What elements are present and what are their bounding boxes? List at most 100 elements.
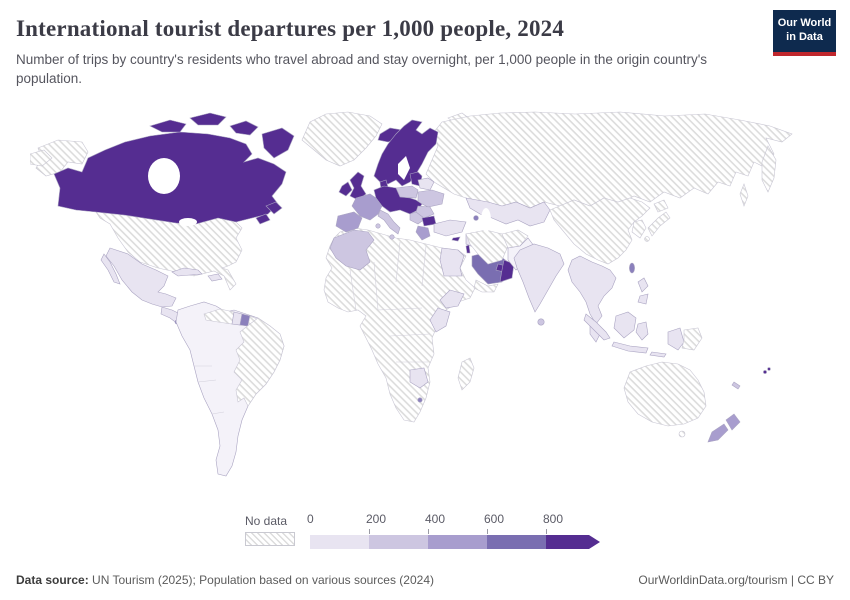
- region-sakhalin[interactable]: [739, 183, 749, 207]
- region-scandinavia[interactable]: [373, 119, 439, 187]
- country-israel[interactable]: [465, 244, 471, 254]
- region-korea[interactable]: [631, 219, 647, 239]
- country-egypt[interactable]: [439, 247, 465, 277]
- region-kenya-tanzania[interactable]: [429, 307, 451, 333]
- page-subtitle: Number of trips by country's residents w…: [16, 52, 708, 86]
- country-newfoundland[interactable]: [265, 201, 283, 215]
- legend-segment-0[interactable]: [310, 535, 369, 549]
- legend-tick-label-200: 200: [366, 512, 387, 526]
- legend-no-data-label: No data: [245, 514, 288, 528]
- legend-segment-1[interactable]: [369, 535, 428, 549]
- country-canada-island[interactable]: [229, 120, 259, 136]
- country-indonesia-sumatra[interactable]: [583, 313, 611, 341]
- country-cuba[interactable]: [171, 267, 203, 277]
- country-japan-kyushu[interactable]: [644, 236, 650, 242]
- legend-segment-2[interactable]: [428, 535, 487, 549]
- country-new-caledonia[interactable]: [731, 381, 741, 390]
- country-fiji[interactable]: [767, 367, 771, 371]
- legend-tick-mark: [487, 529, 488, 534]
- country-new-zealand-south[interactable]: [707, 423, 729, 443]
- owid-logo-line2: in Data: [786, 31, 823, 43]
- country-canada-island[interactable]: [149, 119, 187, 133]
- country-indonesia-borneo[interactable]: [613, 311, 637, 339]
- region-se-asia[interactable]: [567, 255, 617, 325]
- owid-logo-line1: Our World: [777, 17, 832, 30]
- legend-no-data[interactable]: No data: [245, 514, 295, 546]
- world-map-svg: [29, 111, 793, 477]
- footer-source: Data source: UN Tourism (2025); Populati…: [16, 573, 434, 587]
- legend-tick-label-600: 600: [484, 512, 505, 526]
- country-greenland[interactable]: [301, 111, 383, 167]
- great-lakes: [179, 218, 197, 226]
- country-japan-honshu[interactable]: [647, 211, 671, 237]
- region-iberia[interactable]: [335, 211, 363, 233]
- country-iran[interactable]: [465, 229, 509, 265]
- country-cyprus[interactable]: [451, 236, 461, 242]
- caspian-sea: [481, 208, 491, 232]
- country-canada-island[interactable]: [261, 127, 295, 159]
- world-choropleth-map: [29, 110, 820, 500]
- country-sri-lanka[interactable]: [537, 318, 545, 326]
- country-mexico[interactable]: [105, 247, 177, 308]
- region-lesser-sunda[interactable]: [649, 351, 667, 358]
- country-chukotka[interactable]: [29, 149, 53, 167]
- country-mexico-baja[interactable]: [100, 253, 121, 285]
- country-italy[interactable]: [377, 209, 401, 235]
- country-india[interactable]: [513, 243, 565, 313]
- legend-no-data-swatch: [245, 532, 295, 546]
- country-romania[interactable]: [415, 205, 435, 219]
- legend-segment-4[interactable]: [546, 535, 600, 549]
- region-new-guinea-west[interactable]: [667, 327, 685, 351]
- country-australia[interactable]: [623, 361, 707, 427]
- country-hispaniola[interactable]: [207, 273, 223, 282]
- country-philippines[interactable]: [637, 277, 649, 293]
- region-maghreb[interactable]: [329, 229, 375, 271]
- country-greece[interactable]: [415, 225, 431, 241]
- owid-logo[interactable]: Our World in Data: [773, 10, 836, 56]
- country-france[interactable]: [351, 193, 383, 221]
- country-russia[interactable]: [425, 111, 793, 209]
- country-ireland[interactable]: [338, 181, 353, 197]
- region-tasmania[interactable]: [678, 430, 686, 438]
- page-title: International tourist departures per 1,0…: [16, 16, 565, 41]
- country-italy-sardinia[interactable]: [375, 223, 381, 229]
- legend-segment-3[interactable]: [487, 535, 546, 549]
- legend-colorbar[interactable]: [310, 535, 600, 549]
- country-indonesia-java[interactable]: [611, 341, 649, 354]
- country-eswatini[interactable]: [417, 397, 423, 403]
- country-turkey[interactable]: [433, 219, 467, 237]
- footer: Data source: UN Tourism (2025); Populati…: [0, 573, 850, 587]
- country-madagascar[interactable]: [457, 357, 475, 391]
- region-caucasus[interactable]: [473, 215, 479, 221]
- region-southern-africa[interactable]: [409, 367, 429, 389]
- border-lines-africa: [349, 241, 431, 363]
- region-kamchatka[interactable]: [761, 145, 777, 193]
- hudson-bay: [148, 158, 180, 194]
- legend-tick-label-800: 800: [543, 512, 564, 526]
- country-fiji[interactable]: [763, 370, 767, 374]
- country-italy-sicily[interactable]: [389, 234, 395, 240]
- legend-tick-label-0: 0: [307, 512, 314, 526]
- region-china-mongolia[interactable]: [549, 197, 651, 265]
- legend-tick-mark: [428, 529, 429, 534]
- country-belarus[interactable]: [417, 177, 435, 191]
- country-nova-scotia[interactable]: [255, 213, 271, 225]
- country-uk[interactable]: [349, 171, 367, 201]
- country-japan-hokkaido[interactable]: [653, 199, 669, 213]
- country-papua-new-guinea[interactable]: [681, 327, 703, 351]
- country-afghanistan[interactable]: [501, 229, 529, 249]
- country-new-zealand-north[interactable]: [725, 413, 741, 431]
- country-yemen[interactable]: [473, 279, 499, 293]
- country-taiwan[interactable]: [629, 262, 635, 274]
- legend-tick-label-400: 400: [425, 512, 446, 526]
- footer-source-text: UN Tourism (2025); Population based on v…: [88, 573, 434, 587]
- country-ethiopia[interactable]: [439, 289, 465, 309]
- baltic-sea: [398, 156, 410, 180]
- country-brazil[interactable]: [233, 317, 285, 407]
- footer-license[interactable]: OurWorldinData.org/tourism | CC BY: [638, 573, 834, 587]
- country-philippines[interactable]: [637, 293, 649, 305]
- country-canada-island[interactable]: [189, 112, 227, 126]
- footer-source-label: Data source:: [16, 573, 89, 587]
- country-indonesia-sulawesi[interactable]: [635, 321, 649, 341]
